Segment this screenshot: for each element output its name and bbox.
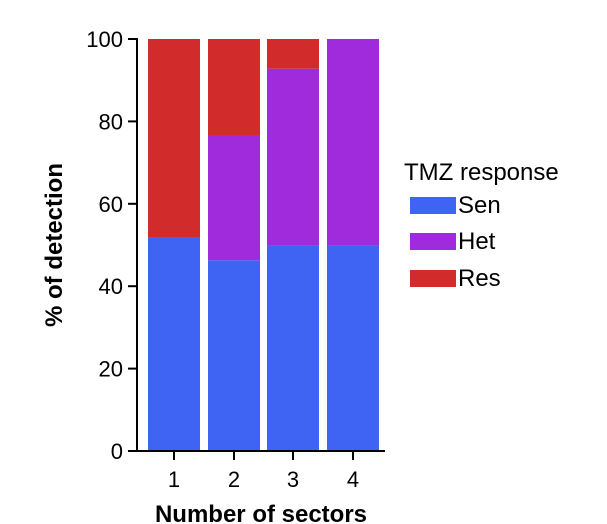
axes-layer: 0 20 40 60 80 100 1 2 3 4 <box>86 27 385 492</box>
legend-label-het: Het <box>458 228 496 255</box>
y-tick-label-80: 80 <box>99 109 123 134</box>
bars-layer <box>148 39 379 451</box>
x-axis-title: Number of sectors <box>155 501 367 524</box>
bar-res-3 <box>267 39 319 69</box>
y-tick-label-20: 20 <box>99 357 123 382</box>
legend-swatch-res <box>410 270 456 287</box>
x-tick-label-4: 4 <box>347 467 359 492</box>
legend-label-res: Res <box>458 265 501 292</box>
y-axis-title: % of detection <box>41 163 68 327</box>
bar-het-3 <box>267 68 319 246</box>
bar-res-1 <box>148 39 200 238</box>
legend: TMZ response Sen Het Res <box>404 159 559 292</box>
legend-label-sen: Sen <box>458 192 501 219</box>
x-tick-label-2: 2 <box>228 467 240 492</box>
x-tick-label-1: 1 <box>168 467 180 492</box>
y-tick-label-40: 40 <box>99 274 123 299</box>
legend-swatch-sen <box>410 197 456 214</box>
y-tick-label-100: 100 <box>86 27 123 52</box>
x-tick-label-3: 3 <box>287 467 299 492</box>
legend-title: TMZ response <box>404 159 559 186</box>
bar-het-2 <box>208 134 260 261</box>
bar-sen-4 <box>327 245 379 451</box>
y-tick-label-0: 0 <box>111 439 123 464</box>
bar-sen-2 <box>208 260 260 451</box>
bar-res-2 <box>208 39 260 135</box>
bar-sen-1 <box>148 237 200 451</box>
bar-het-4 <box>327 39 379 246</box>
bar-sen-3 <box>267 245 319 451</box>
y-tick-label-60: 60 <box>99 192 123 217</box>
legend-swatch-het <box>410 233 456 250</box>
